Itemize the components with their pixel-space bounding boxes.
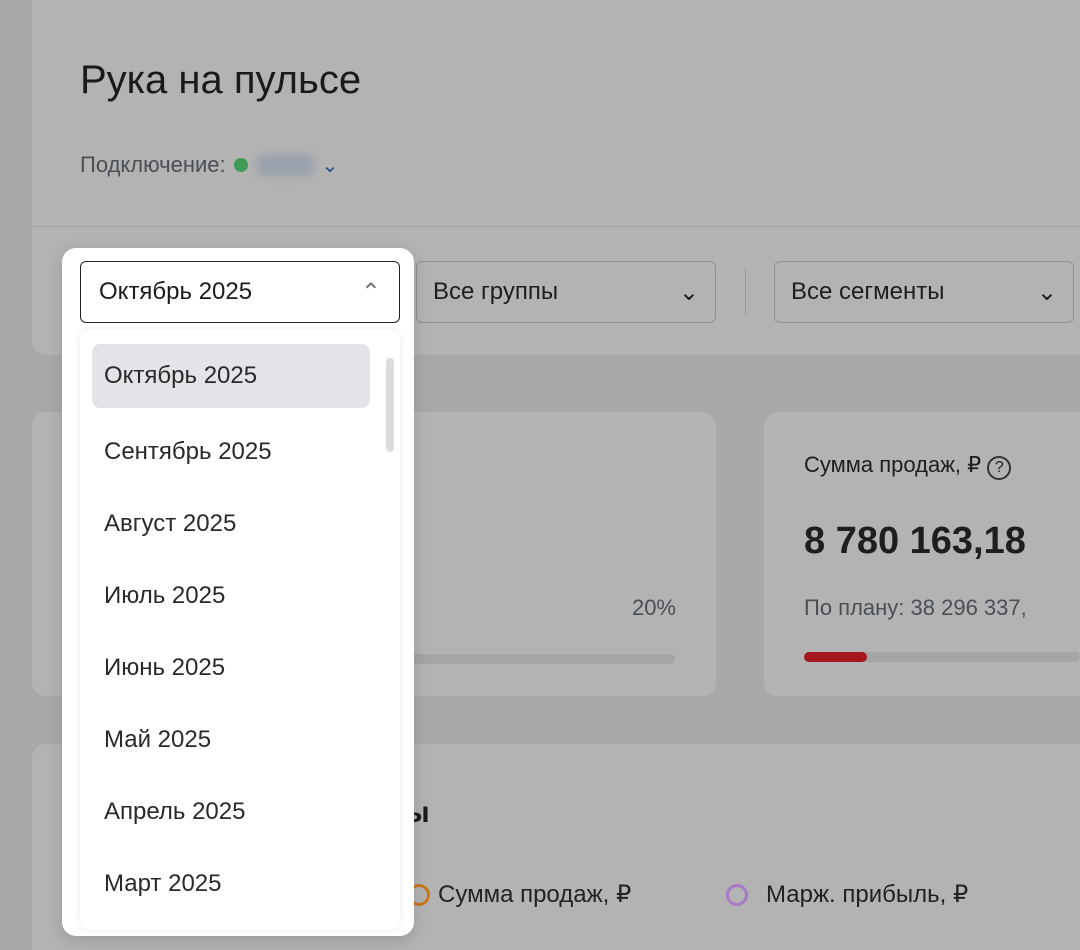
sales-progress-fill — [804, 652, 868, 662]
scrollbar[interactable] — [386, 358, 394, 452]
period-dropdown: Октябрь 2025 ⌃ Октябрь 2025 Сентябрь 2025… — [62, 248, 414, 936]
help-icon[interactable]: ? — [987, 456, 1012, 480]
segments-select[interactable]: Все сегменты ⌄ — [774, 261, 1074, 323]
connection-name-redacted — [255, 154, 314, 176]
connection-selector[interactable]: Подключение: ⌄ — [80, 152, 338, 178]
chevron-down-icon: ⌄ — [1036, 278, 1057, 306]
page-title: Рука на пульсе — [80, 58, 362, 102]
period-option[interactable]: Март 2025 — [104, 870, 222, 897]
legend-item-sales[interactable]: Сумма продаж, ₽ — [408, 880, 631, 909]
divider — [32, 226, 1080, 227]
divider — [745, 268, 746, 314]
period-select[interactable]: Октябрь 2025 ⌃ — [80, 261, 400, 323]
period-option[interactable]: Октябрь 2025 — [92, 344, 370, 408]
connection-label: Подключение: — [80, 152, 226, 177]
sales-kpi-plan: По плану: 38 296 337, — [804, 595, 1027, 620]
period-select-value: Октябрь 2025 — [99, 278, 253, 305]
legend-marker-icon — [726, 883, 748, 906]
period-options-list: Октябрь 2025 Сентябрь 2025 Август 2025 И… — [80, 330, 400, 930]
segments-select-value: Все сегменты — [791, 278, 945, 305]
legend-label: Сумма продаж, ₽ — [438, 881, 632, 908]
period-option[interactable]: Июнь 2025 — [104, 654, 226, 681]
legend-label: Марж. прибыль, ₽ — [766, 881, 969, 908]
groups-select-value: Все группы — [433, 278, 559, 305]
period-option[interactable]: Май 2025 — [104, 726, 212, 753]
period-option[interactable]: Апрель 2025 — [104, 798, 246, 825]
period-option[interactable]: Июль 2025 — [104, 582, 226, 609]
groups-select[interactable]: Все группы ⌄ — [416, 261, 716, 323]
legend-item-margin[interactable]: Марж. прибыль, ₽ — [716, 880, 968, 909]
period-option[interactable]: Сентябрь 2025 — [104, 438, 272, 465]
sales-kpi-card: Сумма продаж, ₽ ? 8 780 163,18 По плану:… — [764, 412, 1080, 696]
sales-progress-bar — [804, 652, 1080, 662]
period-option[interactable]: Август 2025 — [104, 510, 237, 537]
chevron-up-icon: ⌃ — [360, 278, 381, 306]
status-dot-icon — [233, 158, 248, 172]
sales-kpi-title: Сумма продаж, ₽ ? — [804, 452, 1012, 480]
kpi-percent: 20% — [631, 595, 676, 620]
chevron-down-icon: ⌄ — [678, 278, 699, 306]
chevron-down-icon[interactable]: ⌄ — [321, 154, 339, 177]
sales-kpi-value: 8 780 163,18 — [804, 520, 1026, 562]
